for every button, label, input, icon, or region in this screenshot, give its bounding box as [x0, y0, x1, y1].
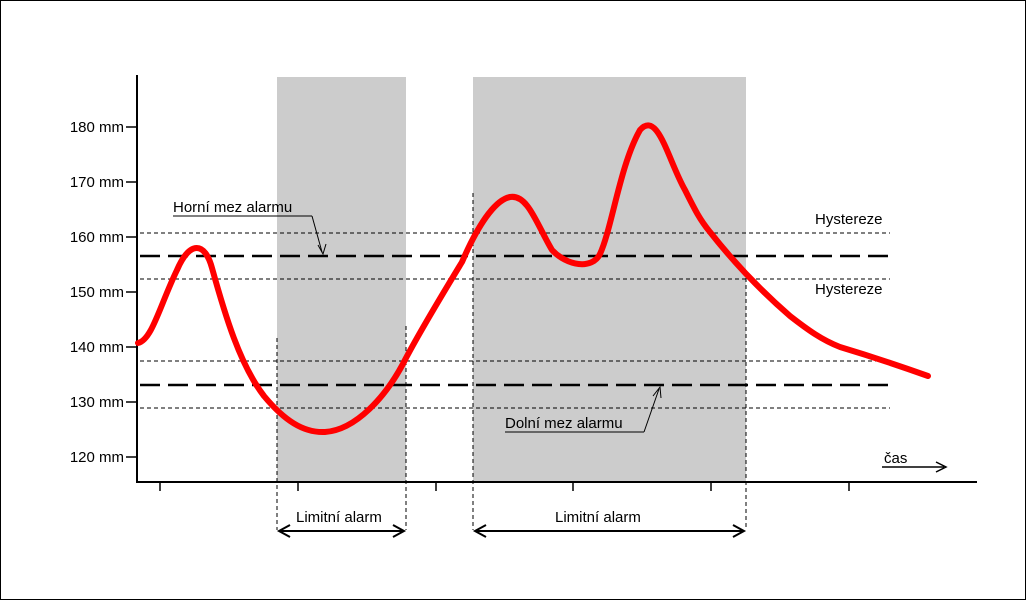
x-axis-label: čas — [884, 450, 907, 467]
upper-limit-leader — [311, 215, 323, 253]
alarm-interval-2-label: Limitní alarm — [555, 509, 641, 526]
upper-limit-label: Horní mez alarmu — [173, 199, 292, 216]
y-tick-label: 140 mm — [70, 339, 124, 356]
alarm-interval-1-label: Limitní alarm — [296, 509, 382, 526]
hysteresis-label-lower: Hystereze — [815, 281, 883, 298]
upper-limit-leader-arrow — [317, 243, 327, 256]
alarm-band-1 — [277, 77, 406, 482]
lower-limit-label: Dolní mez alarmu — [505, 415, 623, 432]
lower-limit-leader — [643, 388, 660, 433]
hysteresis-label-upper: Hystereze — [815, 211, 883, 228]
y-tick-label: 170 mm — [70, 174, 124, 191]
y-tick-label: 180 mm — [70, 119, 124, 136]
y-tick-label: 160 mm — [70, 229, 124, 246]
alarm-interval-2-arrowhead-left — [472, 524, 487, 538]
alarm-interval-2-arrowhead-right — [732, 524, 747, 538]
y-axis-ticks — [126, 126, 137, 458]
signal-curve — [135, 122, 931, 436]
y-tick-label: 150 mm — [70, 284, 124, 301]
alarm-boundaries — [276, 193, 747, 530]
x-axis-ticks — [159, 482, 850, 491]
lower-limit-leader-arrow — [652, 385, 662, 399]
time-arrowhead — [935, 461, 948, 473]
alarm-interval-1-arrowhead-left — [276, 524, 291, 538]
alarm-interval-1-arrowhead-right — [392, 524, 407, 538]
y-tick-label: 120 mm — [70, 449, 124, 466]
y-tick-label: 130 mm — [70, 394, 124, 411]
